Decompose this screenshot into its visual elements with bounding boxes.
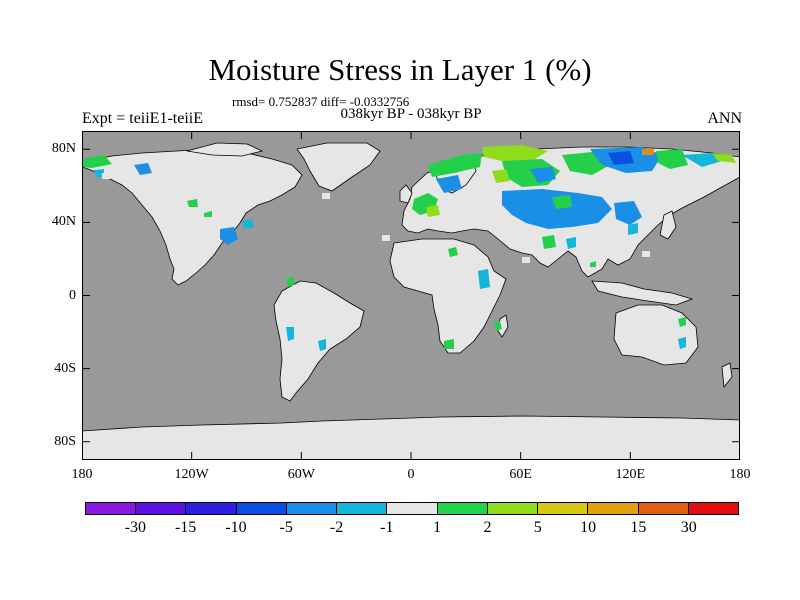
lat-tick-label: 80N (51, 141, 76, 157)
colorbar-label: 10 (580, 519, 597, 536)
grid-cell (642, 251, 650, 257)
colorbar-swatch (538, 503, 589, 514)
patch-green (494, 321, 502, 331)
lon-tick-label: 180 (729, 467, 751, 482)
patch-green (552, 195, 572, 209)
canadian-arctic-islands (186, 142, 264, 157)
patch-green (82, 155, 112, 168)
stats-text: rmsd= 0.752837 diff= -0.0332756 (232, 94, 410, 109)
greenland (296, 142, 381, 192)
lon-tick-label: 0 (407, 467, 415, 482)
patch-cyan (678, 337, 686, 349)
patch-blue (502, 189, 612, 229)
patch-green (448, 247, 458, 257)
colorbar-swatch (337, 503, 388, 514)
patch-cyan (682, 153, 722, 167)
grid-cell (322, 193, 330, 199)
season-label: ANN (707, 110, 742, 127)
experiment-label: Expt = teiiE1-teiiE (82, 110, 203, 127)
patch-blue (614, 201, 642, 225)
colorbar-label: -30 (124, 519, 146, 536)
patch-yellowgreen (712, 153, 736, 163)
colorbar-label: 2 (483, 519, 492, 536)
lon-tick-label: 60W (287, 467, 315, 482)
colorbar-label: 1 (433, 519, 442, 536)
lat-tick-label: 40N (51, 214, 76, 230)
colorbar-swatch (588, 503, 639, 514)
colorbar-swatch (86, 503, 137, 514)
colorbar-swatch (236, 503, 287, 514)
british-isles (399, 184, 413, 204)
colorbar-swatch (487, 503, 539, 514)
colorbar-swatch (186, 503, 237, 514)
patch-green (656, 149, 688, 169)
patch-cyan (242, 219, 254, 229)
colorbar-label: 30 (680, 519, 697, 536)
patch-blue (608, 151, 634, 165)
world-map (82, 131, 740, 460)
lon-tick-label: 60E (509, 467, 532, 482)
anomaly-patches (82, 145, 736, 351)
lon-tick-label: 120W (174, 467, 209, 482)
lon-tick-label: 180 (71, 467, 93, 482)
colorbar-swatch (638, 503, 689, 514)
patch-yellowgreen (492, 169, 510, 183)
grid-cell (382, 235, 390, 241)
colorbar-swatch (387, 503, 438, 514)
patch-blue (436, 175, 462, 193)
patch-green (590, 261, 596, 267)
patch-green (187, 199, 198, 207)
map-title: Moisture Stress in Layer 1 (%) (208, 52, 592, 87)
africa (389, 238, 507, 354)
antarctica (82, 415, 740, 460)
north-america (82, 148, 303, 286)
colorbar-label: -15 (174, 519, 197, 536)
map-panel (82, 131, 740, 460)
colorbar-swatch (136, 503, 187, 514)
patch-yellowgreen (482, 145, 548, 161)
patch-blue (134, 163, 152, 175)
map-subtitle: 038kyr BP - 038kyr BP (340, 106, 482, 122)
patch-cyan (628, 223, 638, 235)
colorbar-swatch (437, 503, 488, 514)
new-zealand (721, 362, 733, 389)
colorbar-label: -10 (225, 519, 247, 536)
grid-cell (522, 257, 530, 263)
patch-green (678, 317, 686, 327)
patch-orange (642, 149, 654, 155)
australia (613, 304, 699, 366)
indonesia (591, 280, 694, 306)
patch-yellowgreen (426, 205, 440, 217)
colorbar (85, 502, 739, 515)
colorbar-label: 15 (630, 519, 647, 536)
colorbar-swatch (286, 503, 338, 514)
patch-cyan (566, 237, 576, 249)
lat-tick-label: 80S (54, 433, 76, 449)
colorbar-swatch (688, 503, 739, 514)
lat-tick-label: 0 (69, 287, 76, 303)
grid-cell (102, 173, 110, 179)
coastal-grid-cells (102, 173, 650, 263)
colorbar-label: -1 (380, 519, 394, 536)
japan (659, 210, 677, 240)
patch-green (444, 339, 454, 349)
colorbar-label: -2 (329, 519, 344, 536)
patch-green (542, 235, 556, 249)
lon-tick-label: 120E (615, 467, 646, 482)
patch-green (204, 211, 212, 217)
patch-blue (530, 167, 556, 183)
patch-cyan (478, 269, 490, 289)
colorbar-label: -5 (279, 519, 293, 536)
patch-green (428, 153, 482, 177)
colorbar-label: 5 (533, 519, 542, 536)
patch-cyan (94, 169, 104, 177)
patch-blue (220, 227, 238, 245)
patch-cyan (318, 339, 326, 351)
patch-green (286, 277, 294, 287)
lat-tick-label: 40S (54, 360, 76, 376)
patch-cyan (286, 327, 294, 341)
